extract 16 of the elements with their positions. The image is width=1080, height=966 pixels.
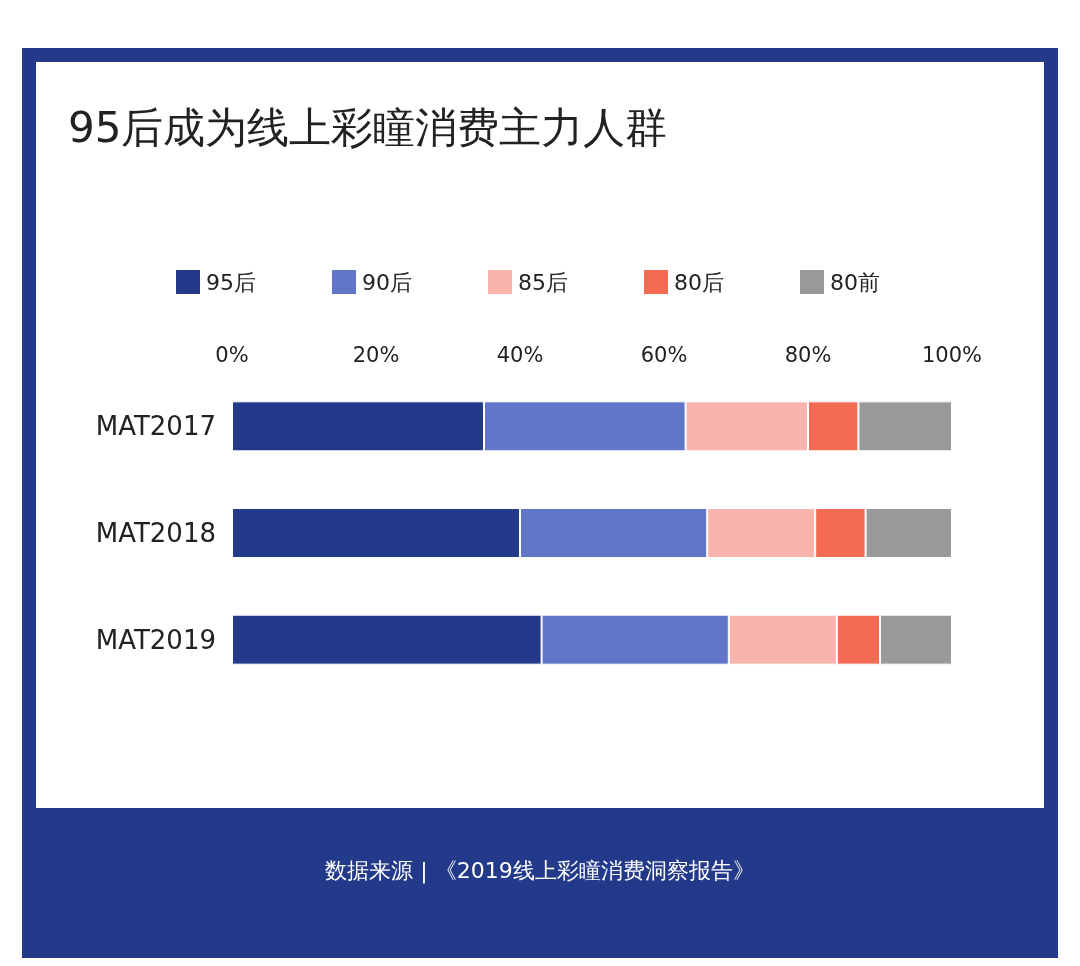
source-note: 数据来源 | 《2019线上彩瞳消费洞察报告》 xyxy=(324,857,756,886)
legend-label: 85后 xyxy=(518,269,568,295)
x-tick-label: 0% xyxy=(215,342,249,367)
legend-label: 90后 xyxy=(362,269,413,295)
x-tick-label: 80% xyxy=(784,342,832,367)
x-tick-label: 100% xyxy=(921,342,983,367)
x-tick-label: 20% xyxy=(352,342,400,367)
legend-label: 95后 xyxy=(206,269,257,295)
legend-label: 80前 xyxy=(829,269,880,295)
legend-label: 80后 xyxy=(674,269,724,295)
x-tick-label: 40% xyxy=(496,342,544,367)
chart-title: 95后成为线上彩瞳消费主力人群 xyxy=(68,102,668,154)
y-tick-label: MAT2018 xyxy=(95,518,216,548)
y-tick-label: MAT2017 xyxy=(95,411,216,442)
x-tick-label: 60% xyxy=(640,342,688,367)
y-tick-label: MAT2019 xyxy=(95,624,216,655)
